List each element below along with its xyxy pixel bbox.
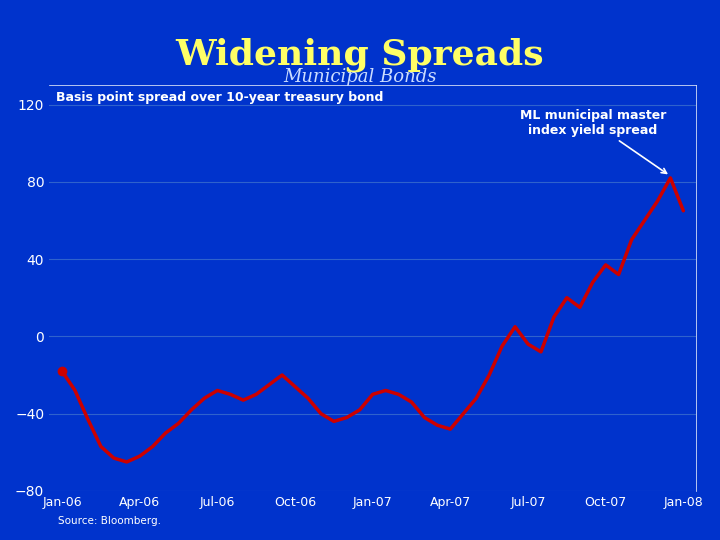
Text: Municipal Bonds: Municipal Bonds	[283, 68, 437, 85]
Text: Basis point spread over 10-year treasury bond: Basis point spread over 10-year treasury…	[55, 91, 383, 104]
Text: Source: Bloomberg.: Source: Bloomberg.	[58, 516, 161, 526]
Text: Widening Spreads: Widening Spreads	[176, 38, 544, 72]
Text: ML municipal master
index yield spread: ML municipal master index yield spread	[520, 109, 667, 173]
